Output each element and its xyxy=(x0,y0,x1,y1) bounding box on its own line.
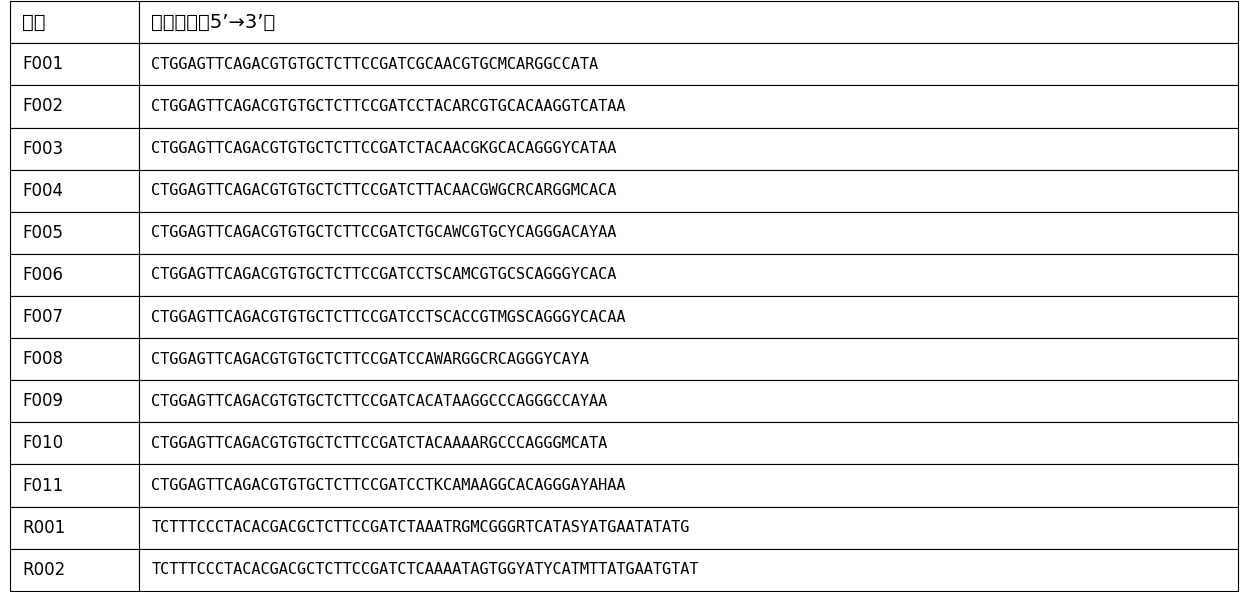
Text: CTGGAGTTCAGACGTGTGCTCTTCCGATCCAWARGGCRCAGGGYCAYA: CTGGAGTTCAGACGTGTGCTCTTCCGATCCAWARGGCRCA… xyxy=(151,352,589,366)
Bar xyxy=(10,43,139,85)
Bar xyxy=(139,338,1238,380)
Text: TCTTTCCCTACACGACGCTCTTCCGATCTCAAAATAGTGGYATYCATMTTATGAATGTAT: TCTTTCCCTACACGACGCTCTTCCGATCTCAAAATAGTGG… xyxy=(151,562,698,577)
Bar xyxy=(139,212,1238,254)
Text: F010: F010 xyxy=(22,435,63,452)
Bar xyxy=(139,549,1238,591)
Text: F003: F003 xyxy=(22,140,63,157)
Text: CTGGAGTTCAGACGTGTGCTCTTCCGATCTACAAAARGCCCAGGGMCATA: CTGGAGTTCAGACGTGTGCTCTTCCGATCTACAAAARGCC… xyxy=(151,436,608,451)
Bar xyxy=(10,296,139,338)
Text: 名称: 名称 xyxy=(22,13,46,32)
Bar xyxy=(139,507,1238,549)
Text: CTGGAGTTCAGACGTGTGCTCTTCCGATCCTKCAMAAGGCACAGGGAYAHAA: CTGGAGTTCAGACGTGTGCTCTTCCGATCCTKCAMAAGGC… xyxy=(151,478,626,493)
Bar xyxy=(139,170,1238,212)
Bar xyxy=(10,127,139,170)
Bar xyxy=(10,465,139,507)
Text: TCTTTCCCTACACGACGCTCTTCCGATCTAAATRGMCGGGRTCATASYATGAATATATG: TCTTTCCCTACACGACGCTCTTCCGATCTAAATRGMCGGG… xyxy=(151,520,689,535)
Text: CTGGAGTTCAGACGTGTGCTCTTCCGATCTACAACGKGCACAGGGYCATAA: CTGGAGTTCAGACGTGTGCTCTTCCGATCTACAACGKGCA… xyxy=(151,141,616,156)
Bar xyxy=(139,296,1238,338)
Text: F001: F001 xyxy=(22,56,63,73)
Bar xyxy=(10,212,139,254)
Bar xyxy=(139,127,1238,170)
Text: 引物序列（5’→3’）: 引物序列（5’→3’） xyxy=(151,13,275,32)
Bar xyxy=(10,85,139,127)
Bar xyxy=(139,254,1238,296)
Bar xyxy=(139,1,1238,43)
Text: CTGGAGTTCAGACGTGTGCTCTTCCGATCCTSCAMCGTGCSCAGGGYCACA: CTGGAGTTCAGACGTGTGCTCTTCCGATCCTSCAMCGTGC… xyxy=(151,268,616,282)
Bar xyxy=(10,380,139,422)
Text: CTGGAGTTCAGACGTGTGCTCTTCCGATCGCAACGTGCMCARGGCCATA: CTGGAGTTCAGACGTGTGCTCTTCCGATCGCAACGTGCMC… xyxy=(151,57,599,72)
Text: CTGGAGTTCAGACGTGTGCTCTTCCGATCCTSCACCGTMGSCAGGGYCACAA: CTGGAGTTCAGACGTGTGCTCTTCCGATCCTSCACCGTMG… xyxy=(151,310,626,324)
Text: F009: F009 xyxy=(22,392,63,410)
Bar xyxy=(10,338,139,380)
Text: F007: F007 xyxy=(22,308,63,326)
Bar xyxy=(10,254,139,296)
Bar xyxy=(139,85,1238,127)
Text: CTGGAGTTCAGACGTGTGCTCTTCCGATCTTACAACGWGCRCARGGMCACA: CTGGAGTTCAGACGTGTGCTCTTCCGATCTTACAACGWGC… xyxy=(151,183,616,198)
Text: F006: F006 xyxy=(22,266,63,284)
Bar xyxy=(10,549,139,591)
Bar xyxy=(10,170,139,212)
Text: F004: F004 xyxy=(22,182,63,200)
Bar xyxy=(139,422,1238,465)
Text: R002: R002 xyxy=(22,561,66,579)
Bar xyxy=(139,465,1238,507)
Bar xyxy=(10,1,139,43)
Text: CTGGAGTTCAGACGTGTGCTCTTCCGATCCTACARCGTGCACAAGGTCATAA: CTGGAGTTCAGACGTGTGCTCTTCCGATCCTACARCGTGC… xyxy=(151,99,626,114)
Text: F008: F008 xyxy=(22,350,63,368)
Bar xyxy=(10,507,139,549)
Text: F002: F002 xyxy=(22,98,63,115)
Text: F005: F005 xyxy=(22,224,63,242)
Text: CTGGAGTTCAGACGTGTGCTCTTCCGATCTGCAWCGTGCYCAGGGACAYAA: CTGGAGTTCAGACGTGTGCTCTTCCGATCTGCAWCGTGCY… xyxy=(151,226,616,240)
Bar xyxy=(139,43,1238,85)
Text: F011: F011 xyxy=(22,477,63,494)
Text: CTGGAGTTCAGACGTGTGCTCTTCCGATCACATAAGGCCCAGGGCCAYAA: CTGGAGTTCAGACGTGTGCTCTTCCGATCACATAAGGCCC… xyxy=(151,394,608,409)
Text: R001: R001 xyxy=(22,519,66,536)
Bar xyxy=(10,422,139,465)
Bar xyxy=(139,380,1238,422)
